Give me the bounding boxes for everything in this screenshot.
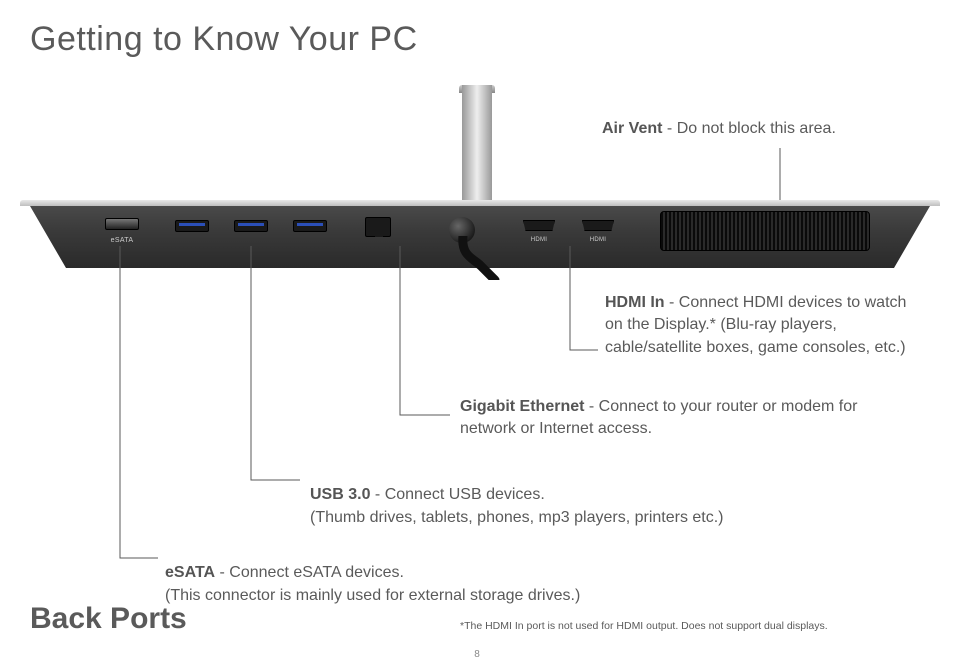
- callout-hdmi-bold: HDMI In: [605, 294, 665, 311]
- hdmi-label-1: HDMI: [522, 237, 556, 243]
- ethernet-port: [365, 217, 391, 237]
- callout-usb-text: - Connect USB devices. (Thumb drives, ta…: [310, 486, 724, 525]
- callout-air-vent: Air Vent - Do not block this area.: [602, 118, 932, 140]
- page-number: 8: [0, 649, 954, 660]
- callout-air-vent-bold: Air Vent: [602, 120, 662, 137]
- panel-top-edge: [20, 200, 940, 206]
- callout-usb-bold: USB 3.0: [310, 486, 370, 503]
- esata-port: [105, 218, 139, 230]
- cable-icon: [451, 236, 511, 280]
- callout-hdmi-in: HDMI In - Connect HDMI devices to watch …: [605, 292, 925, 359]
- air-vent: [660, 211, 870, 251]
- callout-air-vent-text: - Do not block this area.: [662, 120, 835, 137]
- callout-gigabit-bold: Gigabit Ethernet: [460, 398, 584, 415]
- usb-port-1: [175, 220, 209, 232]
- page-title: Getting to Know Your PC: [30, 20, 418, 59]
- callout-esata-text: - Connect eSATA devices. (This connector…: [165, 564, 580, 603]
- stand-pole: [462, 85, 492, 205]
- hdmi-port-2: [582, 220, 614, 231]
- callout-esata: eSATA - Connect eSATA devices. (This con…: [165, 540, 765, 607]
- hdmi-port-1: [523, 220, 555, 231]
- usb-port-2: [234, 220, 268, 232]
- callout-usb: USB 3.0 - Connect USB devices. (Thumb dr…: [310, 462, 870, 529]
- hdmi-label-2: HDMI: [581, 237, 615, 243]
- esata-label: eSATA: [103, 237, 141, 244]
- usb-port-3: [293, 220, 327, 232]
- section-title: Back Ports: [30, 602, 187, 636]
- callout-esata-bold: eSATA: [165, 564, 215, 581]
- footnote: *The HDMI In port is not used for HDMI o…: [460, 620, 828, 632]
- callout-gigabit: Gigabit Ethernet - Connect to your route…: [460, 396, 890, 441]
